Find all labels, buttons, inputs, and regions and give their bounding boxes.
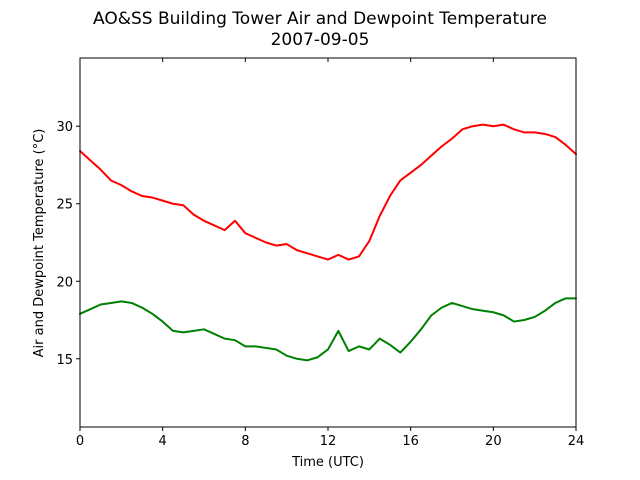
x-tick-label: 20 [485,434,502,449]
y-axis-label: Air and Dewpoint Temperature (°C) [32,129,47,358]
chart-title: AO&SS Building Tower Air and Dewpoint Te… [93,9,547,29]
chart-subtitle: 2007-09-05 [271,30,370,50]
x-tick-label: 4 [159,434,167,449]
series-line-1 [79,123,577,261]
x-axis-ticks: 0 4 8 12 16 20 24 [76,58,584,449]
series-layer [79,123,577,362]
x-tick-label: 24 [568,434,585,449]
x-tick-label: 12 [320,434,337,449]
x-tick-label: 0 [76,434,84,449]
x-axis-label: Time (UTC) [291,455,364,470]
y-tick-label: 25 [56,198,73,213]
plot-area [79,57,577,428]
x-tick-label: 8 [241,434,249,449]
y-tick-label: 30 [56,120,73,135]
y-axis-ticks: 15 20 25 30 [56,120,80,368]
y-tick-label: 20 [56,275,73,290]
x-tick-label: 16 [402,434,419,449]
plot-background [80,58,576,427]
series-line-2 [79,297,577,362]
y-tick-label: 15 [56,353,73,368]
